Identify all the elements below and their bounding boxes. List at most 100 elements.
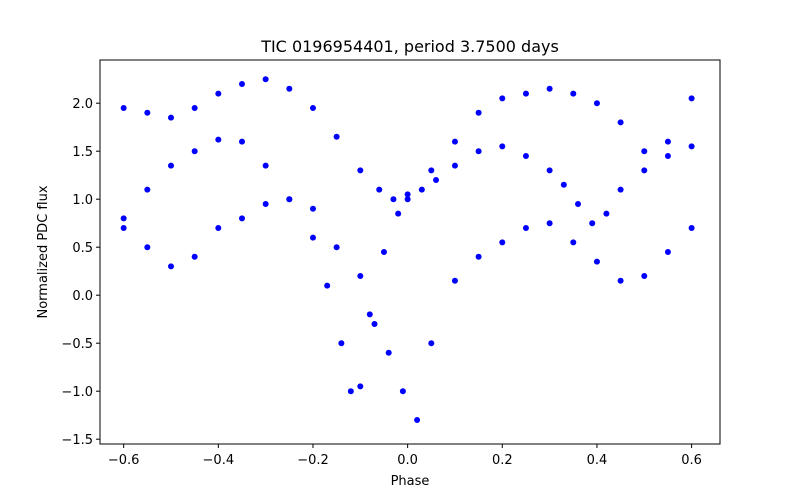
data-point-main xyxy=(433,177,440,183)
data-point-upper-track xyxy=(167,114,174,121)
data-point-main xyxy=(357,383,364,390)
data-point-lower-track xyxy=(570,239,577,246)
data-point-lower-track xyxy=(593,258,600,265)
data-point-main xyxy=(575,201,582,207)
chart-title: TIC 0196954401, period 3.7500 days xyxy=(260,37,559,56)
data-point-upper-track xyxy=(238,81,245,87)
data-point-main xyxy=(688,143,695,150)
data-point-main xyxy=(546,167,553,174)
data-point-main xyxy=(418,186,425,193)
data-point-upper-track xyxy=(641,148,648,155)
data-point-main xyxy=(262,162,269,169)
data-point-lower-track xyxy=(475,253,482,260)
x-tick-label: 0.6 xyxy=(681,453,702,468)
data-point-main xyxy=(167,162,174,169)
data-point-main xyxy=(499,143,506,150)
data-point-main xyxy=(191,148,198,155)
data-point-main xyxy=(215,136,222,143)
data-point-upper-track xyxy=(120,105,127,111)
data-point-lower-track xyxy=(641,273,648,279)
data-point-main xyxy=(120,215,127,222)
data-point-main xyxy=(324,282,331,289)
data-point-lower-track xyxy=(333,244,340,251)
x-axis-label: Phase xyxy=(391,474,430,489)
x-tick-label: 0.2 xyxy=(492,453,513,468)
data-point-upper-track xyxy=(404,191,411,198)
data-point-lower-track xyxy=(385,349,392,356)
y-tick-label: 0.0 xyxy=(72,289,93,304)
data-point-upper-track xyxy=(428,167,435,174)
data-point-main xyxy=(338,340,345,347)
data-point-upper-track xyxy=(593,100,600,107)
y-tick-label: 1.0 xyxy=(72,193,93,208)
data-point-lower-track xyxy=(167,263,174,270)
y-axis: −1.5 −1.0 −0.5 0.0 0.5 1.0 1.5 2.0 xyxy=(61,97,100,448)
y-axis-label: Normalized PDC flux xyxy=(36,185,51,318)
data-point-main xyxy=(380,249,387,255)
data-point-upper-track xyxy=(570,90,577,97)
data-point-main xyxy=(144,186,151,193)
data-point-upper-track xyxy=(144,109,151,116)
data-point-lower-track xyxy=(238,215,245,222)
data-point-upper-track xyxy=(357,167,364,174)
data-point-lower-track xyxy=(144,244,151,251)
x-axis: −0.6 −0.4 −0.2 0.0 0.2 0.4 0.6 xyxy=(108,444,702,468)
data-point-main xyxy=(404,196,411,203)
data-point-upper-track xyxy=(522,90,529,97)
y-tick-label: 0.5 xyxy=(72,241,93,256)
data-point-upper-track xyxy=(546,85,553,92)
data-point-upper-track xyxy=(376,186,383,193)
data-point-main xyxy=(560,181,567,188)
x-tick-label: 0.0 xyxy=(397,453,418,468)
data-point-lower-track xyxy=(357,273,364,279)
plot-frame xyxy=(99,59,721,445)
data-point-upper-track xyxy=(499,95,506,102)
y-tick-label: −1.5 xyxy=(61,433,93,448)
x-tick-label: −0.2 xyxy=(297,453,329,468)
data-point-lower-track xyxy=(428,340,435,347)
data-point-upper-track xyxy=(333,133,340,140)
data-point-upper-track xyxy=(309,105,316,111)
data-point-lower-track xyxy=(286,196,293,203)
data-point-main xyxy=(238,138,245,145)
x-tick-label: −0.6 xyxy=(108,453,140,468)
x-tick-label: 0.4 xyxy=(587,453,608,468)
data-point-main xyxy=(617,186,624,193)
data-point-upper-track xyxy=(688,95,695,102)
data-point-main xyxy=(366,311,373,318)
data-point-lower-track xyxy=(546,220,553,227)
y-tick-label: −1.0 xyxy=(61,385,93,400)
data-point-lower-track xyxy=(451,277,458,284)
data-point-main xyxy=(522,153,529,159)
data-point-lower-track xyxy=(215,225,222,231)
data-point-upper-track xyxy=(664,138,671,145)
data-point-lower-track xyxy=(191,253,198,260)
data-point-main xyxy=(664,153,671,159)
data-point-main xyxy=(641,167,648,174)
data-point-lower-track xyxy=(414,417,421,423)
data-point-upper-track xyxy=(475,109,482,116)
data-point-upper-track xyxy=(191,105,198,111)
data-point-lower-track xyxy=(617,277,624,284)
y-tick-label: −0.5 xyxy=(61,337,93,352)
data-point-upper-track xyxy=(215,90,222,97)
data-point-upper-track xyxy=(286,85,293,92)
data-point-lower-track xyxy=(664,249,671,255)
y-tick-label: 1.5 xyxy=(72,145,93,160)
data-point-lower-track xyxy=(262,201,269,207)
y-tick-label: 2.0 xyxy=(72,97,93,112)
data-point-lower-track xyxy=(120,225,127,231)
data-point-upper-track xyxy=(451,138,458,145)
data-point-main xyxy=(347,388,354,395)
data-point-main xyxy=(309,234,316,241)
data-point-main xyxy=(475,148,482,155)
data-point-upper-track xyxy=(390,196,397,203)
data-point-main xyxy=(451,162,458,169)
data-point-upper-track xyxy=(617,119,624,126)
data-point-lower-track xyxy=(688,225,695,231)
data-point-lower-track xyxy=(309,205,316,212)
data-point-lower-track xyxy=(499,239,506,246)
data-point-lower-track xyxy=(522,225,529,231)
data-point-main xyxy=(395,210,402,217)
